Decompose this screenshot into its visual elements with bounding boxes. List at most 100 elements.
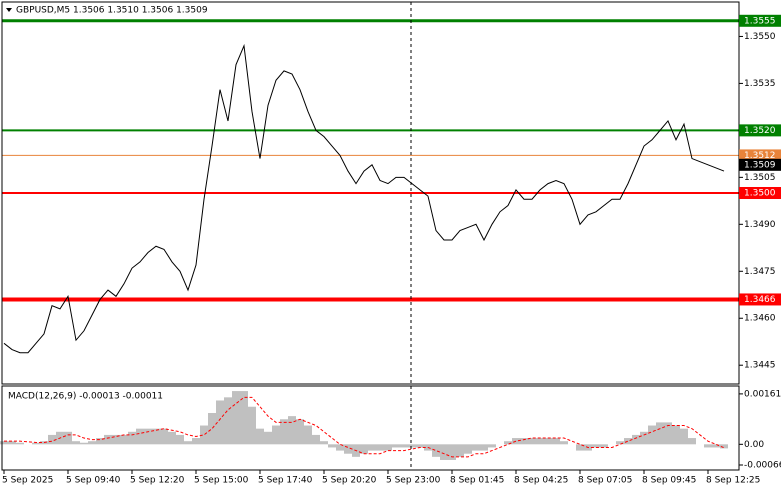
last-price-label: 1.3509 (744, 160, 776, 170)
histogram-bar (560, 441, 568, 445)
x-tick-label: 5 Sep 12:20 (130, 476, 185, 486)
x-tick-label: 8 Sep 01:45 (450, 476, 504, 486)
histogram-bar (448, 444, 456, 460)
level-label-box (739, 293, 781, 306)
x-tick-label: 5 Sep 17:40 (258, 476, 313, 486)
menu-triangle[interactable] (6, 8, 12, 12)
y-tick-label: 0.00 (744, 440, 764, 450)
histogram-bar (128, 431, 136, 445)
histogram-bar (312, 434, 320, 445)
histogram-bar (464, 444, 472, 454)
x-tick-label: 8 Sep 12:25 (706, 476, 760, 486)
histogram-bar (520, 438, 528, 445)
histogram-bar (176, 434, 184, 445)
histogram-bar (272, 425, 280, 445)
histogram-bar (64, 431, 72, 445)
histogram-bar (160, 428, 168, 445)
histogram-bar (48, 434, 56, 445)
y-tick-label: 0.00161 (744, 389, 781, 399)
last-price-box (739, 158, 781, 171)
histogram-bar (632, 434, 640, 445)
level-label: 1.3520 (744, 126, 776, 136)
histogram-bar (640, 431, 648, 445)
plot-layer (0, 19, 739, 460)
histogram-bar (456, 444, 464, 457)
histogram-bar (504, 441, 512, 445)
histogram-bar (672, 425, 680, 445)
histogram-bar (216, 400, 224, 445)
histogram-bar (320, 441, 328, 445)
histogram-bar (168, 431, 176, 445)
histogram-bar (664, 422, 672, 445)
histogram-bar (72, 441, 80, 445)
histogram-bar (552, 438, 560, 445)
histogram-bar (624, 438, 632, 445)
y-tick-label: -0.00066 (744, 460, 781, 470)
histogram-bar (32, 442, 40, 445)
x-tick-label: 5 Sep 2025 (2, 476, 53, 486)
histogram-bar (256, 428, 264, 445)
chart-title: GBPUSD,M5 1.3506 1.3510 1.3506 1.3509 (16, 6, 208, 16)
x-tick-label: 5 Sep 15:00 (194, 476, 249, 486)
histogram-bar (376, 444, 384, 451)
histogram-bar (192, 438, 200, 445)
level-label-box (739, 149, 781, 162)
x-tick-label: 5 Sep 20:20 (322, 476, 377, 486)
histogram-bar (576, 444, 584, 451)
histogram-bar (704, 444, 712, 448)
histogram-bar (296, 419, 304, 445)
y-tick-label: 1.3460 (744, 314, 776, 324)
y-tick-label: 1.3535 (744, 79, 776, 89)
histogram-bar (304, 425, 312, 445)
macd-pane-frame (1, 385, 740, 471)
histogram-bar (408, 444, 416, 448)
level-label-box (739, 187, 781, 199)
histogram-bar (104, 434, 112, 445)
histogram-bar (720, 444, 728, 449)
histogram-bar (232, 391, 240, 445)
histogram-bar (544, 438, 552, 445)
histogram-bar (368, 444, 376, 451)
x-tick-label: 5 Sep 23:00 (386, 476, 441, 486)
level-label-box (739, 14, 781, 27)
level-label: 1.3512 (744, 151, 776, 161)
histogram-bar (200, 425, 208, 445)
histogram-bar (88, 441, 96, 445)
histogram-bar (240, 391, 248, 445)
x-tick-label: 8 Sep 09:45 (642, 476, 696, 486)
histogram-bar (248, 406, 256, 445)
y-tick-label: 1.3550 (744, 32, 776, 42)
level-label-box (739, 124, 781, 137)
histogram-bar (280, 419, 288, 445)
macd-title: MACD(12,26,9) -0.00013 -0.00011 (8, 392, 163, 402)
x-tick-label: 8 Sep 07:05 (578, 476, 632, 486)
histogram-bar (648, 425, 656, 445)
histogram-bar (208, 412, 216, 445)
histogram-bar (400, 444, 408, 448)
signal-line (4, 396, 725, 458)
y-tick-label: 1.3505 (744, 173, 776, 183)
y-tick-label: 1.3445 (744, 361, 776, 371)
x-tick-label: 8 Sep 04:25 (514, 476, 568, 486)
histogram-bar (616, 441, 624, 445)
level-label: 1.3555 (744, 16, 776, 26)
histogram-bar (528, 438, 536, 445)
histogram-bar (8, 441, 16, 445)
histogram-bar (432, 444, 440, 457)
histogram-bar (688, 438, 696, 445)
histogram-bar (224, 397, 232, 445)
histogram-bar (80, 442, 88, 445)
histogram-bar (288, 416, 296, 445)
histogram-bar (440, 444, 448, 460)
histogram-bar (136, 428, 144, 445)
level-label: 1.3466 (744, 295, 776, 305)
histogram-bar (328, 444, 336, 448)
histogram-bar (472, 444, 480, 451)
histogram-bar (144, 428, 152, 445)
histogram-bar (0, 441, 8, 445)
histogram-bar (480, 444, 488, 451)
histogram-bar (536, 438, 544, 445)
histogram-bar (416, 444, 424, 448)
